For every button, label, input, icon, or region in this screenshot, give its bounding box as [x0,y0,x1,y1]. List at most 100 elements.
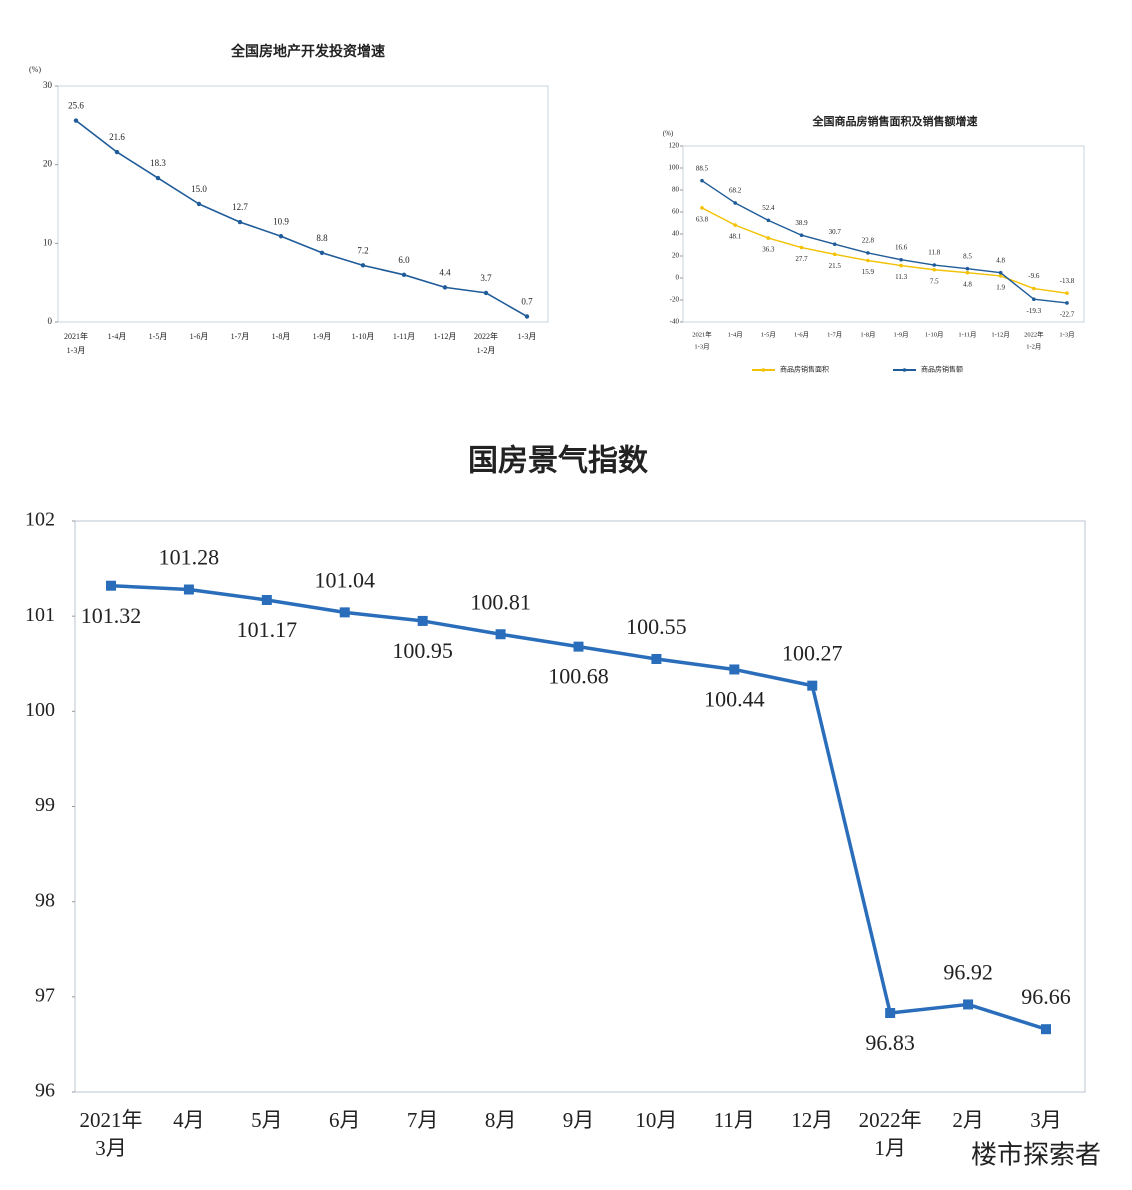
marker [417,615,428,626]
y-tick-label: 20 [43,159,53,169]
x-tick-label: 2022年 [474,331,498,341]
value-label: 11.3 [895,273,907,281]
y-tick-label: 101 [25,604,55,626]
y-tick-label: 96 [35,1080,55,1102]
legend-label: 商品房销售面积 [780,365,829,374]
marker [807,680,818,691]
line [701,180,1068,304]
marker [832,242,837,247]
marker [573,641,584,652]
y-tick-label: 60 [672,208,680,216]
value-label: 16.6 [895,243,908,251]
y-tick-label: 98 [35,889,55,911]
legend-swatch [902,368,907,372]
y-unit: (%) [29,65,41,74]
marker [483,290,489,296]
value-label: 100.27 [782,641,843,666]
value-label: 6.0 [398,255,410,265]
y-tick-label: 10 [43,237,53,247]
x-tick-label: 1-11月 [958,330,976,338]
value-label: 101.32 [81,603,142,628]
value-label: 3.7 [480,273,492,283]
x-tick-label: 11月 [714,1108,755,1132]
value-label: 38.9 [795,219,808,227]
value-label: 100.95 [392,638,453,663]
y-tick-label: 20 [672,252,680,260]
value-label: 101.28 [159,545,220,570]
value-label: 36.3 [762,246,775,254]
value-label: 7.5 [930,277,939,285]
marker [899,257,903,262]
value-label: 4.4 [439,267,451,277]
value-label: 12.7 [232,202,248,212]
x-tick-label: 1-5月 [761,330,776,338]
value-label: 63.8 [696,215,709,223]
value-label: 7.2 [357,245,368,255]
x-tick-label: 3月 [95,1136,127,1160]
y-tick-label: -20 [670,296,680,304]
value-label: 96.83 [865,1030,915,1055]
marker [729,664,740,675]
x-tick-label: 9月 [563,1108,595,1132]
chart-title: 国房景气指数 [468,444,649,479]
marker [866,258,870,263]
chart-title: 全国商品房销售面积及销售额增速 [812,114,978,128]
value-label: 101.04 [315,567,376,592]
value-label: 88.5 [696,164,709,172]
y-tick-label: 100 [669,164,680,172]
value-label: 100.44 [704,687,765,712]
marker [766,236,771,240]
y-tick-label: -40 [670,318,680,326]
y-tick-label: 120 [669,142,680,150]
marker [998,274,1003,278]
marker [360,263,366,268]
x-tick-label: 12月 [791,1108,833,1132]
marker [1065,291,1069,295]
x-tick-label: 2021年 [692,329,712,338]
value-label: 1.9 [996,284,1005,292]
marker [114,149,120,155]
value-label: 18.3 [150,158,166,168]
marker [106,580,116,591]
marker [700,206,704,210]
marker [237,219,243,225]
marker [73,118,79,123]
value-label: -9.6 [1028,272,1040,280]
x-tick-label: 1-4月 [108,332,127,341]
x-tick-label: 2月 [952,1108,984,1132]
x-tick-label: 1-10月 [352,332,375,341]
value-label: 96.92 [943,959,993,984]
marker [651,653,662,664]
y-tick-label: 99 [35,794,55,816]
value-label: 4.8 [963,280,972,288]
y-tick-label: 0 [676,274,680,282]
chart-title: 全国房地产开发投资增速 [230,43,385,60]
marker [799,245,804,250]
marker [278,234,284,239]
value-label: 27.7 [795,255,808,263]
line [75,119,528,318]
x-tick-label: 10月 [635,1108,677,1132]
marker [1065,301,1069,305]
value-label: 22.8 [862,237,875,245]
value-label: 4.8 [996,256,1005,264]
x-tick-label: 1-11月 [393,332,415,341]
x-tick-label: 3月 [1030,1108,1062,1132]
x-tick-label: 2022年 [1024,329,1044,338]
marker [261,594,272,605]
y-tick-label: 102 [25,509,55,531]
value-label: 15.9 [862,268,875,276]
value-label: 100.55 [626,614,687,639]
marker [339,607,350,618]
marker [733,223,737,227]
marker [1041,1024,1051,1035]
marker [963,999,974,1010]
value-label: 0.7 [521,297,533,307]
plot-frame [57,85,549,323]
x-tick-label: 1-2月 [477,346,496,355]
marker [196,201,202,207]
y-tick-label: 40 [672,230,680,238]
watermark: 楼市探索者 [971,1141,1101,1171]
y-tick-label: 80 [672,186,680,194]
